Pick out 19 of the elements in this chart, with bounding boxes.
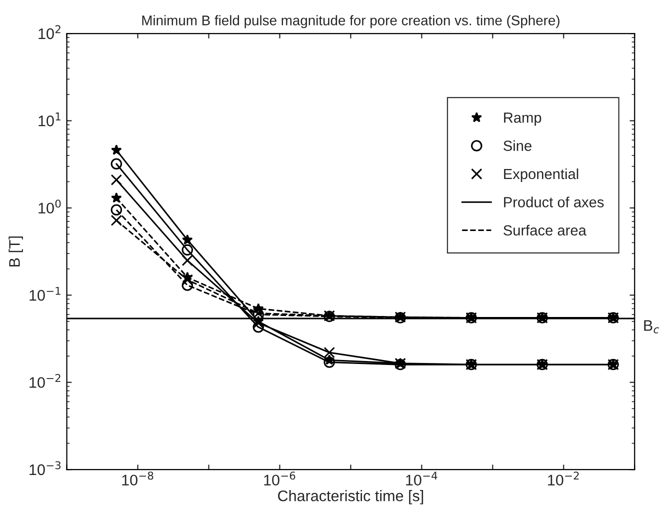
y-tick-label: 10$^{2}$ bbox=[38, 25, 60, 40]
y-tick-label: 10$^{0}$ bbox=[38, 200, 61, 214]
chart-title: Minimum B field pulse magnitude for pore creation vs. time (Sphere) bbox=[142, 15, 560, 28]
legend-label: Ramp bbox=[504, 112, 542, 126]
y-tick-label: 10$^{−1}$ bbox=[30, 286, 60, 301]
x-tick-label: 10$^{−6}$ bbox=[264, 472, 296, 486]
legend-label: Sine bbox=[504, 140, 532, 151]
x-tick-label: 10$^{−8}$ bbox=[122, 472, 154, 486]
legend-label: Exponential bbox=[504, 168, 578, 182]
y-tick-label: 10$^{−3}$ bbox=[30, 461, 61, 476]
x-tick-label: 10$^{−4}$ bbox=[406, 472, 438, 486]
x-axis-title: Characteristic time [s] bbox=[278, 490, 424, 504]
y-axis-title: B [T] bbox=[8, 236, 23, 266]
y-tick-label: 10$^{1}$ bbox=[38, 112, 60, 126]
legend-label: Surface area bbox=[504, 224, 586, 236]
x-tick-label: 10$^{−2}$ bbox=[548, 472, 579, 486]
legend-label: Product of axes bbox=[504, 196, 604, 208]
ref-line-label: B$_{c}$ bbox=[644, 320, 660, 334]
y-tick-label: 10$^{−2}$ bbox=[30, 374, 60, 388]
